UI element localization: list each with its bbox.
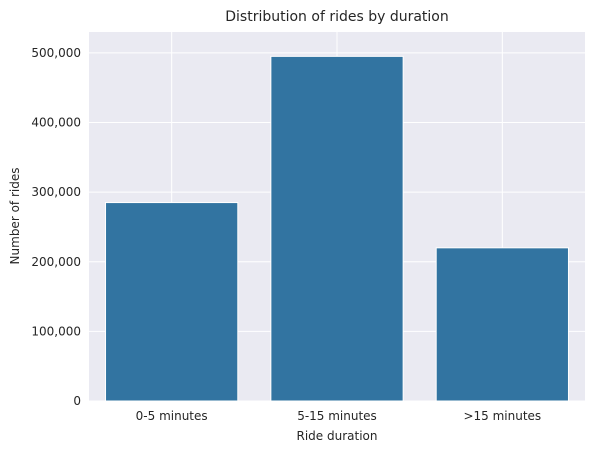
y-tick-label: 200,000 — [31, 255, 81, 269]
y-tick-labels: 0 100,000 200,000 300,000 400,000 500,000 — [31, 46, 81, 408]
bars — [105, 55, 569, 402]
x-tick-label: 5-15 minutes — [297, 409, 377, 423]
y-tick-label: 400,000 — [31, 116, 81, 130]
y-tick-label: 0 — [73, 394, 81, 408]
x-tick-label: 0-5 minutes — [136, 409, 208, 423]
y-tick-label: 500,000 — [31, 46, 81, 60]
bar-1 — [270, 55, 404, 402]
x-axis-label: Ride duration — [297, 429, 378, 443]
y-axis-label: Number of rides — [8, 168, 22, 265]
y-tick-label: 100,000 — [31, 324, 81, 338]
chart-title: Distribution of rides by duration — [225, 9, 449, 25]
bar-2 — [435, 247, 569, 402]
x-tick-labels: 0-5 minutes 5-15 minutes >15 minutes — [136, 409, 542, 423]
y-tick-label: 300,000 — [31, 185, 81, 199]
x-tick-label: >15 minutes — [463, 409, 541, 423]
bar-0 — [105, 202, 239, 402]
